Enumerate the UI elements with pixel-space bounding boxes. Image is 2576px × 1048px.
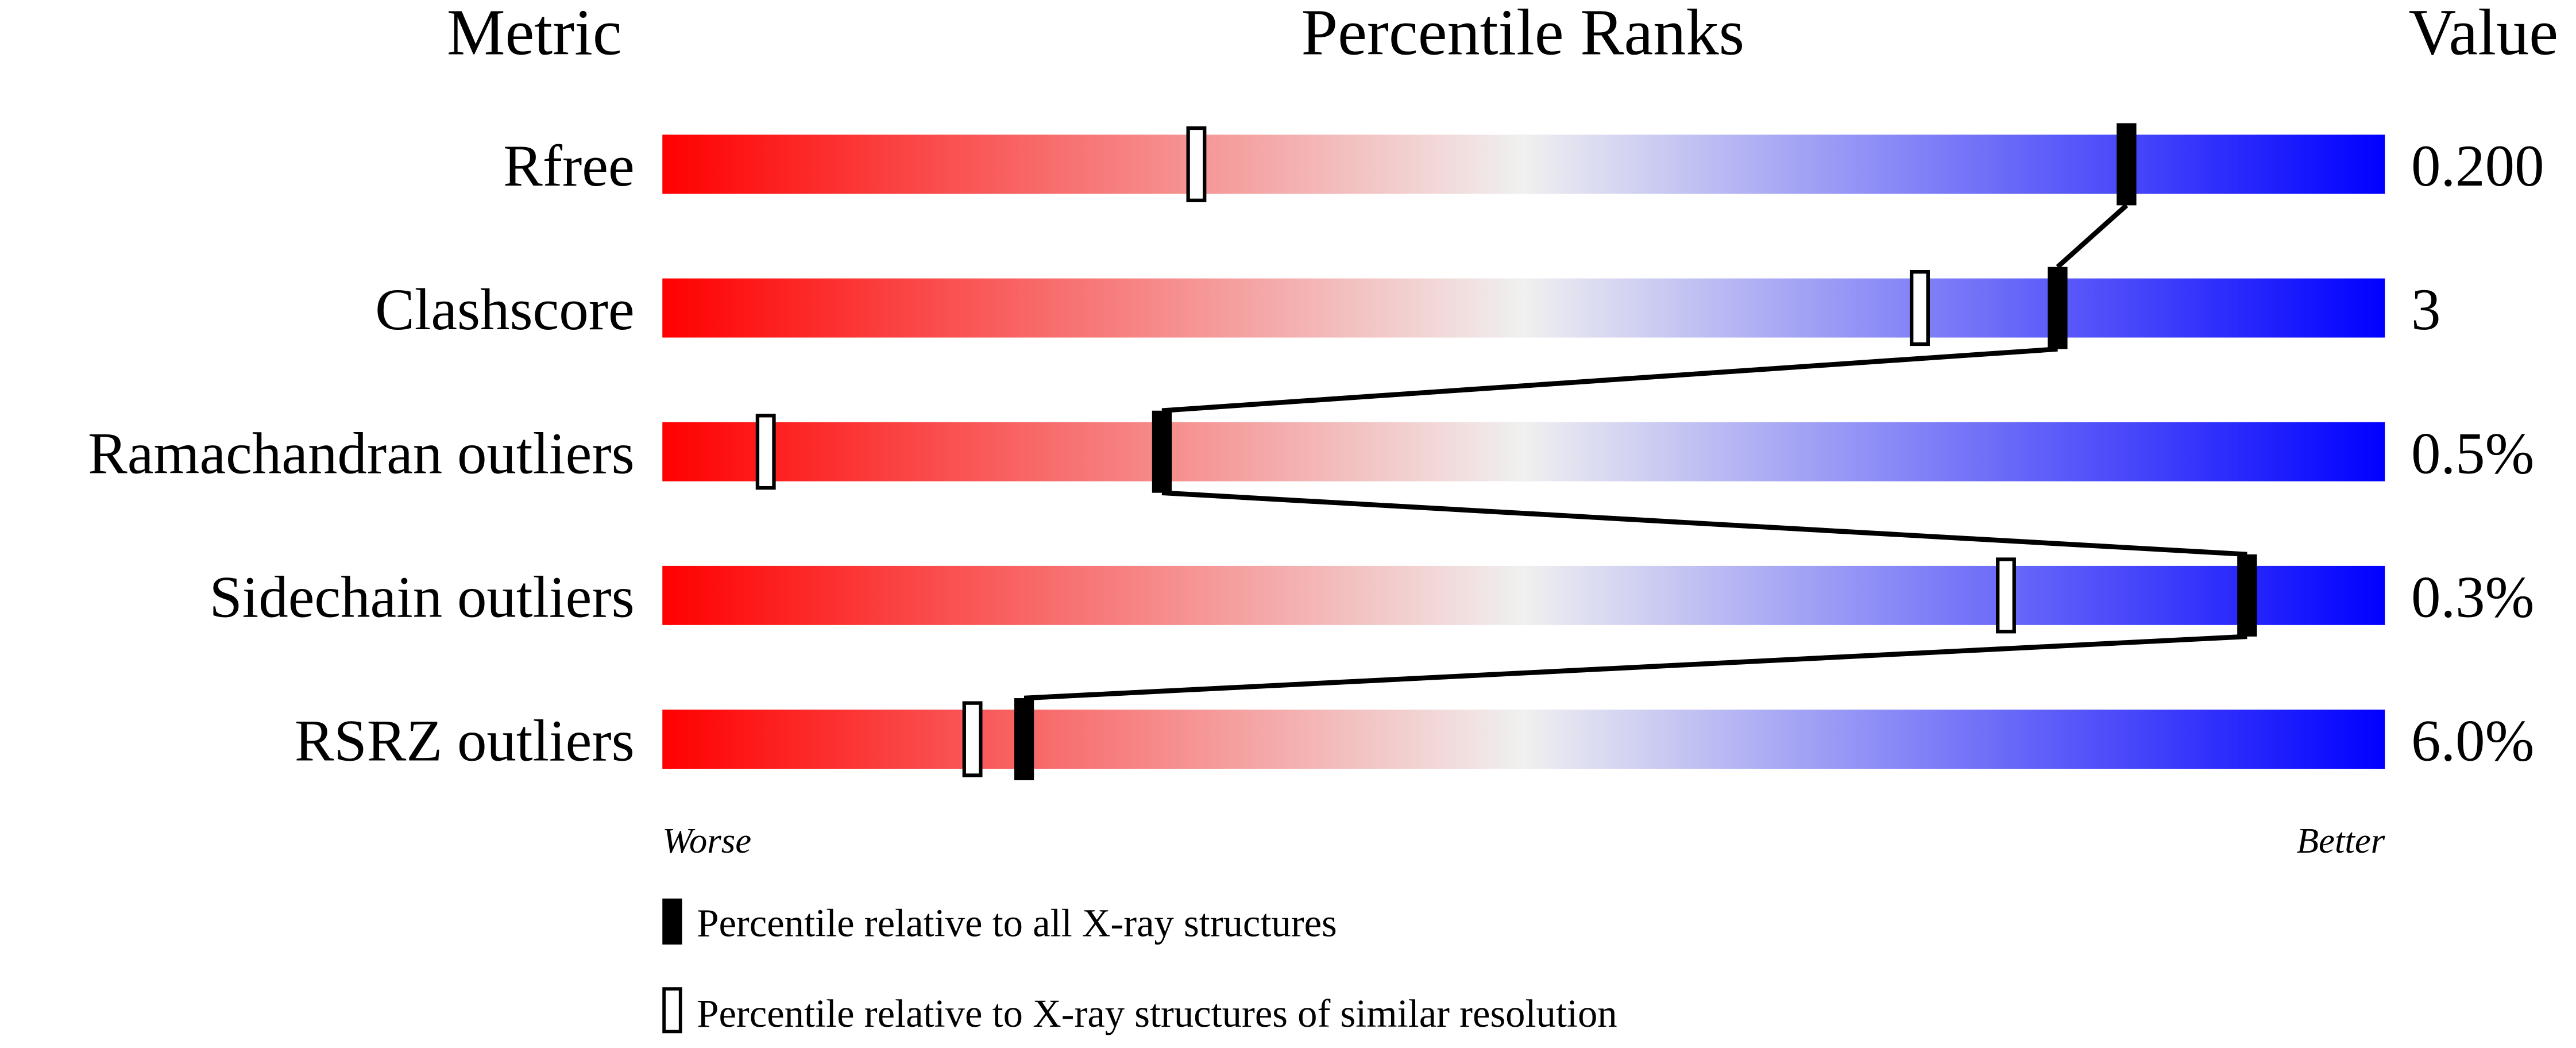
- metric-value: 0.5%: [2411, 421, 2534, 486]
- legend-filled-marker: [662, 898, 682, 945]
- legend-filled-label: Percentile relative to all X-ray structu…: [697, 901, 1337, 945]
- connector-line: [1161, 490, 2247, 557]
- percentile-bar: [662, 278, 2385, 338]
- axis-label-better: Better: [2297, 820, 2385, 861]
- connector-line: [2056, 203, 2129, 269]
- metric-label: RSRZ outliers: [295, 708, 635, 774]
- metric-label: Sidechain outliers: [209, 565, 634, 630]
- header-percentile-ranks: Percentile Ranks: [1301, 0, 1745, 68]
- legend-open-marker: [662, 987, 682, 1034]
- header-metric: Metric: [447, 0, 622, 68]
- legend-open-label: Percentile relative to X-ray structures …: [697, 992, 1617, 1035]
- metric-label: Clashscore: [375, 277, 635, 342]
- marker-all-structures: [2237, 554, 2257, 637]
- axis-label-worse: Worse: [662, 820, 751, 861]
- marker-all-structures: [2117, 123, 2137, 206]
- connector-line: [1024, 634, 2247, 701]
- metric-value: 3: [2411, 277, 2440, 342]
- metric-value: 0.200: [2411, 133, 2544, 199]
- percentile-bar: [662, 422, 2385, 481]
- marker-similar-resolution: [755, 414, 776, 490]
- percentile-bar: [662, 710, 2385, 769]
- marker-similar-resolution: [1996, 557, 2016, 634]
- marker-similar-resolution: [1910, 270, 1930, 346]
- percentile-bar: [662, 565, 2385, 625]
- marker-all-structures: [1152, 410, 1172, 493]
- header-value: Value: [2409, 0, 2558, 68]
- metric-value: 0.3%: [2411, 565, 2534, 630]
- marker-all-structures: [2048, 267, 2068, 349]
- marker-all-structures: [1014, 698, 1034, 780]
- connector-line: [1161, 346, 2058, 414]
- percentile-bar: [662, 134, 2385, 194]
- metric-value: 6.0%: [2411, 708, 2534, 774]
- marker-similar-resolution: [1186, 126, 1207, 202]
- marker-similar-resolution: [962, 701, 983, 777]
- metric-label: Rfree: [503, 133, 635, 199]
- metric-label: Ramachandran outliers: [88, 421, 635, 486]
